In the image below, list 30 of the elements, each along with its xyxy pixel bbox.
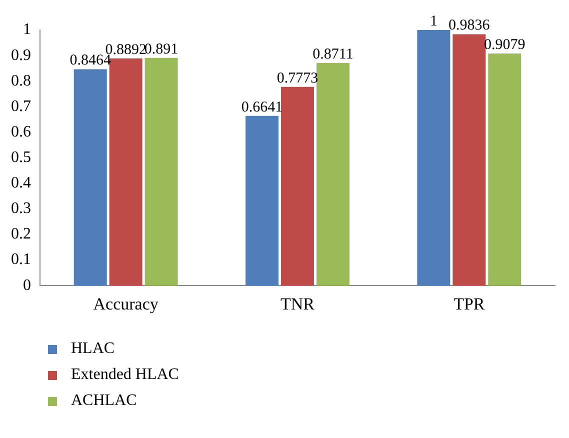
bar: [281, 86, 314, 286]
data-label: 0.9836: [448, 18, 490, 34]
bar: [109, 58, 142, 286]
y-tick-label: 0.9: [11, 46, 31, 64]
legend-label: Extended HLAC: [71, 366, 179, 384]
y-tick-label: 1: [23, 21, 31, 38]
y-tick-label: 0.2: [11, 226, 31, 243]
y-tick-label: 0.8: [11, 72, 31, 90]
y-tick-label: 0.3: [11, 200, 31, 218]
x-tick-label: TPR: [454, 294, 486, 314]
x-tick-label: TNR: [280, 294, 316, 314]
bar: [452, 34, 486, 286]
legend-label: ACHLAC: [71, 392, 137, 410]
y-tick-label: 0.5: [11, 149, 31, 166]
data-label: 0.8711: [312, 46, 354, 62]
y-tick-label: 0: [23, 276, 31, 294]
bar: [488, 54, 522, 286]
legend-label: HLAC: [71, 340, 115, 358]
y-tick-label: 0.1: [11, 251, 31, 268]
y-tick-label: 0.7: [11, 98, 31, 115]
y-tick-label: 0.6: [11, 123, 31, 140]
y-tick-label: 0.4: [11, 174, 31, 192]
bar: [316, 62, 350, 286]
bar: [74, 69, 107, 286]
bar: [246, 116, 279, 286]
x-tick-label: Accuracy: [93, 294, 159, 314]
bar: [417, 30, 450, 286]
data-label: 1: [430, 13, 438, 30]
data-label: 0.891: [144, 41, 178, 58]
bar: [144, 58, 178, 286]
